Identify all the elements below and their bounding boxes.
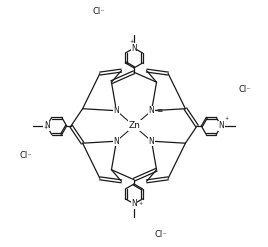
Text: N: N [44,122,50,130]
Text: $^+$: $^+$ [42,125,49,131]
Text: Zn: Zn [129,121,141,130]
Text: $^+$: $^+$ [223,117,229,123]
Text: N: N [131,43,137,53]
Text: N: N [149,137,154,146]
Text: N: N [149,106,154,115]
Text: =: = [156,106,162,115]
Text: Cl⁻: Cl⁻ [155,230,167,239]
Text: N: N [114,106,119,115]
Text: N: N [131,199,137,208]
Text: N: N [114,137,119,146]
Text: Cl⁻: Cl⁻ [20,151,32,160]
Text: Cl⁻: Cl⁻ [238,85,251,94]
Text: N: N [218,122,224,130]
Text: $^+$: $^+$ [137,202,144,208]
Text: Cl⁻: Cl⁻ [92,7,105,16]
Text: $^+$: $^+$ [128,40,135,46]
